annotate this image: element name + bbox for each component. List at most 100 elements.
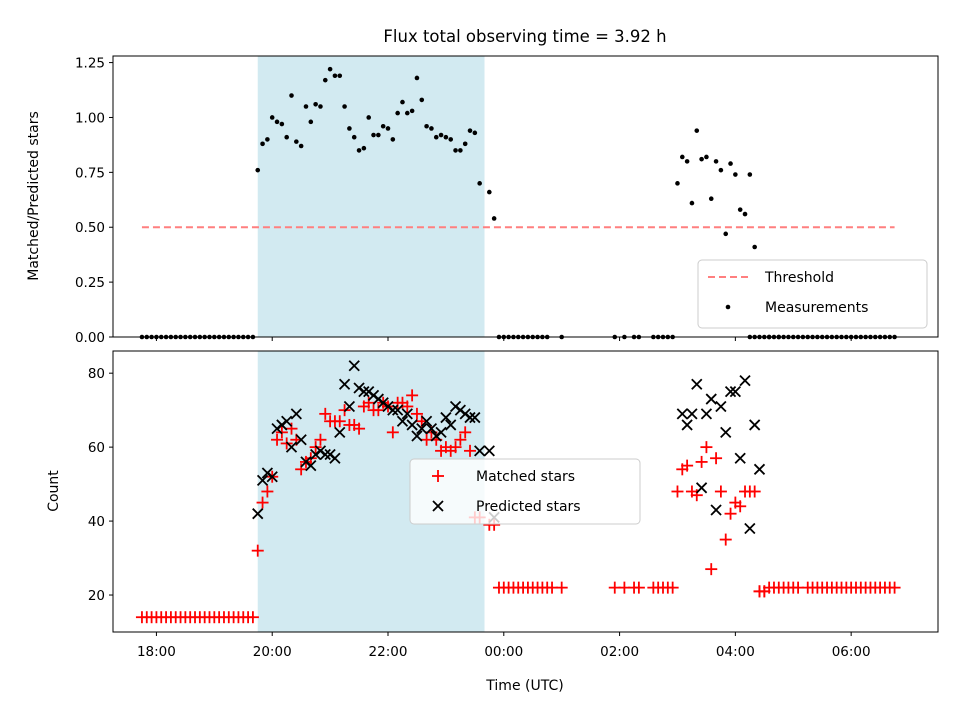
measurements-point [269,115,275,120]
measurements-point [274,119,280,125]
measurements-point [414,75,420,81]
predicted-stars-point [343,400,356,413]
measurements-point [298,143,304,149]
measurements-point [347,126,352,131]
measurements-point [728,161,733,166]
predicted-stars-point [715,400,727,413]
matched-stars-point [285,422,298,435]
predicted-stars-point [305,459,317,472]
bottom-y-ticks: 20 40 60 80 [88,366,113,604]
predicted-stars-point [440,411,452,424]
predicted-stars-point [744,522,756,535]
matched-legend-swatch [432,470,444,482]
y-tick-label: 1.25 [75,56,105,72]
matched-stars-point [724,507,737,520]
measurements-point [742,211,748,217]
measurements-point [733,172,738,177]
y-tick-label: 0.75 [75,165,105,181]
measurements-legend-swatch [725,304,731,310]
measurements-point [718,167,724,173]
predicted-legend-label: Predicted stars [476,499,581,515]
matched-stars-point [700,441,713,454]
matched-stars-point [459,426,472,439]
predicted-stars-point [681,419,693,431]
y-tick-label: 40 [88,514,105,530]
top-axes-frame [112,55,939,338]
matched-stars-point [449,441,462,454]
matched-stars-point [410,407,423,420]
measurements-point [424,123,429,129]
predicted-stars-point [266,471,278,483]
measurements-point [684,159,690,164]
measurements-legend-label: Measurements [765,300,868,316]
matched-stars-point [690,489,703,502]
y-tick-label: 1.00 [75,110,105,126]
measurements-point [453,148,458,153]
predicted-stars-point [290,408,302,420]
x-tick-label: 04:00 [716,644,755,660]
matched-stars-point [271,433,284,446]
measurements-point [419,97,425,103]
measurements-point [327,66,333,72]
predicted-stars-point [749,419,761,431]
predicted-stars-point [720,426,732,438]
predicted-stars-point [464,411,476,424]
matched-stars-point [710,452,723,465]
measurements-point [443,134,449,140]
predicted-stars-point [387,404,399,416]
predicted-stars-point [252,508,264,520]
measurements-point [723,231,729,237]
predicted-legend-swatch [432,500,444,512]
matched-stars-point [406,389,419,402]
measurements-point [390,137,396,142]
measurements-point [260,141,265,147]
y-tick-label: 80 [88,366,105,382]
measurements-point [477,181,482,186]
matched-stars-point [251,544,264,557]
predicted-stars-point [425,423,438,435]
measurements-point [371,132,376,138]
measurements-point [699,156,704,162]
predicted-stars-point [392,404,404,416]
matched-stars-point [555,581,568,594]
matched-stars-point [295,463,308,476]
measurements-point [448,137,454,142]
measurements-point [337,73,343,79]
x-tick-label: 20:00 [253,644,292,660]
measurements-point [487,189,492,195]
predicted-stars-point [334,426,346,438]
measurements-point [255,167,261,173]
matched-stars-point [256,496,269,509]
matched-stars-point [246,611,259,624]
measurements-point [429,126,434,131]
measurements-point [342,104,347,109]
matched-stars-point [681,459,694,472]
predicted-stars-point [435,426,447,438]
matched-stars-point [719,533,732,546]
x-tick-label: 18:00 [137,644,176,660]
bottom-legend-box [409,458,641,525]
bottom-x-ticks: 18:00 20:00 22:00 00:00 02:00 04:00 06:00 [137,632,871,660]
matched-stars-point [734,500,747,513]
top-legend-box [697,259,928,329]
matched-stars-point [695,455,708,468]
measurements-point [458,148,463,153]
predicted-stars-point [281,415,293,427]
measurements-point [713,159,719,164]
bottom-axes-frame [112,350,939,633]
bottom-legend: Matched stars Predicted stars [409,458,641,525]
matched-stars-point [666,581,679,594]
measurements-point [752,244,757,250]
predicted-stars-point [729,386,742,398]
measurements-point [472,130,478,136]
matched-stars-point [333,415,346,428]
threshold-legend-label: Threshold [764,270,834,286]
predicted-stars-point [676,408,688,420]
matched-stars-point [888,581,901,594]
y-tick-label: 20 [88,588,105,604]
predicted-stars-point [338,378,351,390]
measurements-point [462,141,468,147]
measurements-point [404,110,410,116]
matched-stars-point [261,485,274,498]
x-tick-label: 02:00 [600,644,639,660]
